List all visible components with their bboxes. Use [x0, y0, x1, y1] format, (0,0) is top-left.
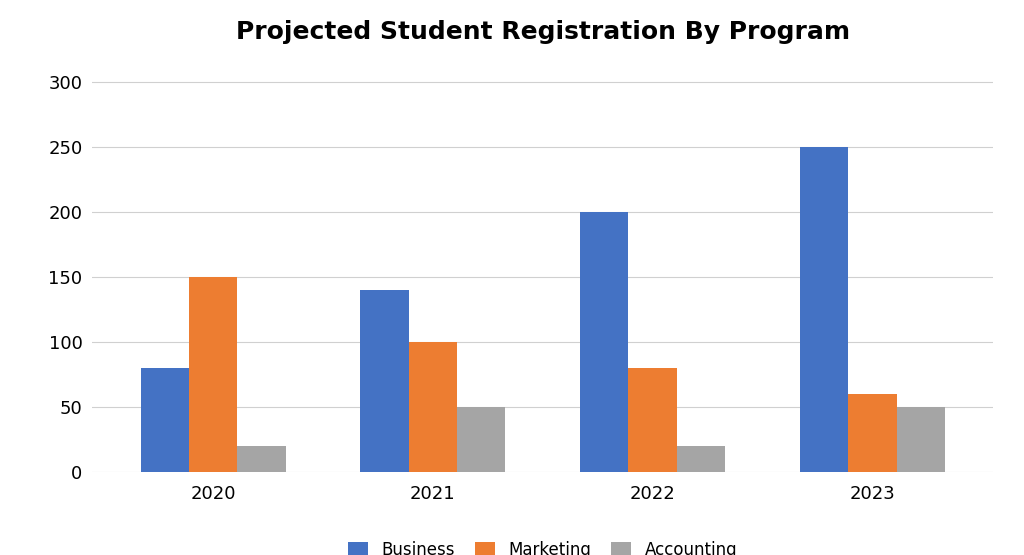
Bar: [360, 290, 409, 472]
Bar: [457, 407, 506, 472]
Bar: [897, 407, 945, 472]
Bar: [800, 147, 848, 472]
Bar: [629, 367, 677, 472]
Bar: [677, 446, 725, 472]
Bar: [238, 446, 286, 472]
Bar: [848, 393, 897, 472]
Legend: Business, Marketing, Accounting: Business, Marketing, Accounting: [342, 534, 743, 555]
Bar: [140, 367, 188, 472]
Title: Projected Student Registration By Program: Projected Student Registration By Progra…: [236, 20, 850, 44]
Bar: [188, 276, 238, 472]
Bar: [580, 211, 629, 472]
Bar: [409, 342, 457, 472]
